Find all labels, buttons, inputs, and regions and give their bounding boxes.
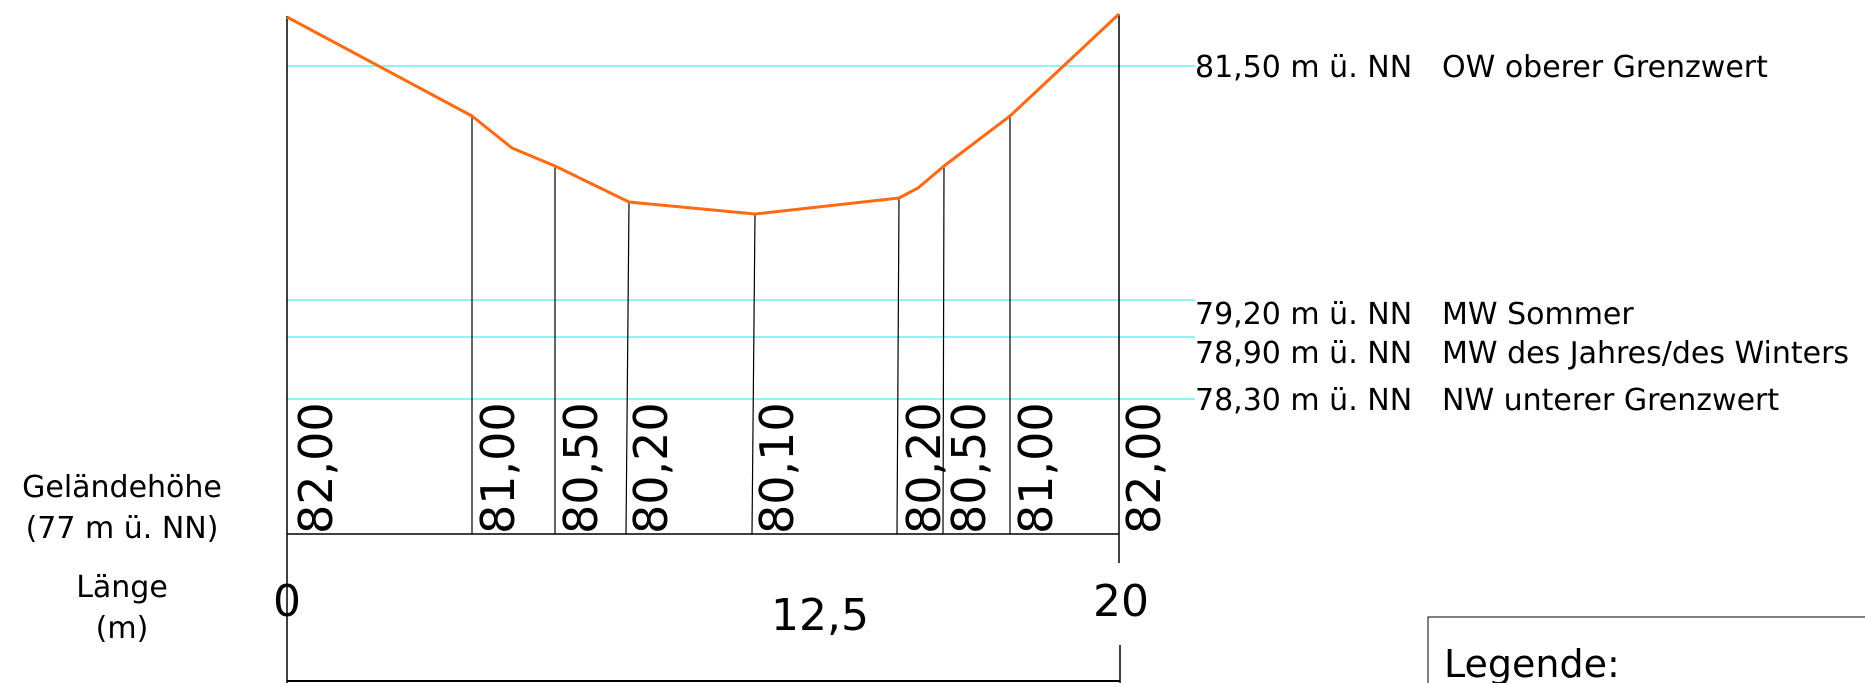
water-level-desc-ow: OW oberer Grenzwert: [1442, 50, 1768, 85]
length-tick-12-5: 12,5: [771, 590, 869, 641]
water-level-desc-mw-sommer: MW Sommer: [1442, 297, 1634, 332]
terrain-label-line1: Geländehöhe: [22, 470, 222, 505]
elevation-label-6: 80,50: [942, 402, 996, 534]
station-line-5: [896, 197, 900, 535]
length-tick-0: 0: [273, 576, 301, 627]
legend-box: [1427, 616, 1865, 683]
elevation-label-7: 81,00: [1009, 402, 1063, 534]
elevation-label-3: 80,20: [624, 402, 678, 534]
terrain-label-line2: (77 m ü. NN): [26, 511, 219, 546]
elevation-label-1: 81,00: [471, 402, 525, 534]
water-level-value-mw-jahr: 78,90 m ü. NN: [1195, 336, 1412, 371]
elevation-label-4: 80,10: [750, 402, 804, 534]
elevation-label-8: 82,00: [1117, 402, 1171, 534]
water-level-desc-mw-jahr: MW des Jahres/des Winters: [1442, 336, 1849, 371]
length-label-line1: Länge: [76, 570, 168, 605]
water-level-desc-nw: NW unterer Grenzwert: [1442, 383, 1779, 418]
terrain-profile-line: [286, 12, 1121, 216]
elevation-label-5: 80,20: [897, 402, 951, 534]
length-tick-20: 20: [1093, 576, 1149, 627]
station-line-4: [751, 213, 756, 535]
elevation-label-0: 82,00: [289, 402, 343, 534]
water-level-value-mw-sommer: 79,20 m ü. NN: [1195, 297, 1412, 332]
water-level-value-ow: 81,50 m ü. NN: [1195, 50, 1412, 85]
elevation-label-2: 80,50: [554, 402, 608, 534]
station-line-3: [625, 201, 630, 535]
length-label-line2: (m): [96, 611, 149, 646]
legend-title: Legende:: [1444, 642, 1620, 683]
station-line-6: [942, 165, 945, 535]
water-level-value-nw: 78,30 m ü. NN: [1195, 383, 1412, 418]
